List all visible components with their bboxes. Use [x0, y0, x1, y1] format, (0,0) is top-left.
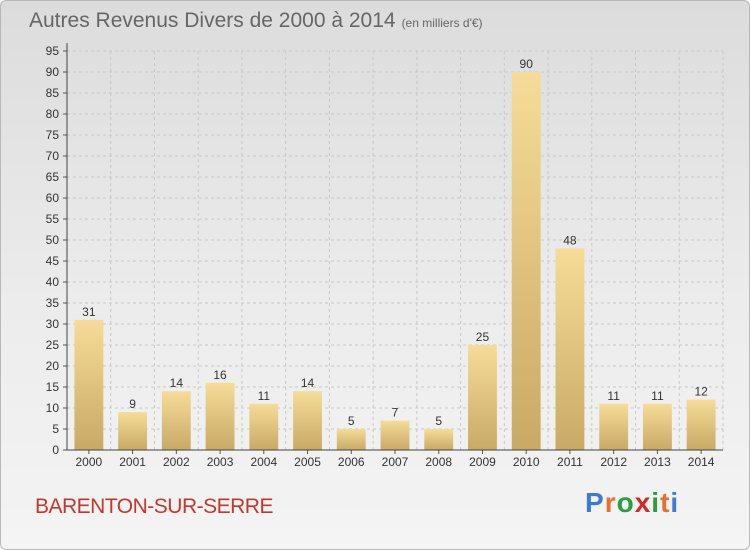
- y-tick-label: 35: [46, 296, 60, 310]
- town-name: BARENTON-SUR-SERRE: [35, 495, 273, 518]
- bar-value-label: 48: [563, 233, 577, 247]
- grid-lines: [67, 50, 724, 451]
- y-tick-label: 80: [46, 107, 60, 121]
- logo-letter: r: [604, 487, 617, 518]
- bar-2007: [380, 420, 410, 450]
- y-tick-label: 55: [46, 212, 60, 226]
- bar-2005: [293, 391, 322, 450]
- y-tick-label: 30: [46, 317, 60, 331]
- bar-value-label: 5: [435, 414, 442, 428]
- chart-unit: (en milliers d'€): [401, 16, 483, 30]
- x-tick-label: 2002: [163, 455, 190, 469]
- bars: 31 9 14 16 11 14 5 7 5 25 90 48 11 11 12: [74, 57, 716, 450]
- logo-letter: x: [634, 487, 652, 518]
- logo-letter: P: [585, 487, 605, 518]
- bar-2009: [468, 345, 497, 450]
- y-tick-label: 75: [46, 128, 60, 142]
- logo-letter: i: [651, 487, 661, 518]
- y-tick-label: 65: [46, 170, 60, 184]
- y-tick-label: 60: [46, 191, 60, 205]
- bar-value-label: 25: [476, 330, 490, 344]
- y-tick-label: 95: [46, 44, 60, 58]
- logo-letter: o: [616, 487, 635, 518]
- y-tick-label: 0: [52, 443, 59, 457]
- bar-value-label: 12: [694, 385, 708, 399]
- x-tick-label: 2007: [382, 455, 409, 469]
- y-tick-label: 25: [46, 338, 60, 352]
- y-tick-label: 90: [46, 65, 60, 79]
- y-tick-label: 70: [46, 149, 60, 163]
- x-tick-label: 2013: [644, 455, 671, 469]
- bar-value-label: 14: [170, 376, 184, 390]
- bar-value-label: 9: [129, 397, 136, 411]
- y-tick-label: 20: [46, 359, 60, 373]
- axes: 0510152025303540455055606570758085909520…: [46, 43, 723, 469]
- x-tick-label: 2003: [207, 455, 234, 469]
- y-tick-label: 15: [46, 380, 60, 394]
- x-tick-label: 2014: [688, 455, 715, 469]
- y-tick-label: 45: [46, 254, 60, 268]
- bar-2013: [642, 403, 672, 450]
- bar-value-label: 11: [258, 389, 271, 403]
- bar-2000: [74, 319, 104, 450]
- logo-letter: t: [660, 487, 671, 518]
- bar-value-label: 7: [392, 406, 399, 420]
- y-tick-label: 50: [46, 233, 60, 247]
- chart-title: Autres Revenus Divers de 2000 à 2014 (en …: [29, 9, 483, 33]
- bar-2011: [555, 248, 585, 450]
- x-tick-label: 2001: [119, 455, 146, 469]
- y-tick-label: 40: [46, 275, 60, 289]
- bar-2004: [249, 403, 279, 450]
- logo-letter: i: [670, 487, 680, 518]
- y-tick-label: 85: [46, 86, 60, 100]
- bar-2014: [686, 399, 716, 450]
- x-tick-label: 2012: [600, 455, 627, 469]
- chart-title-text: Autres Revenus Divers de 2000 à 2014: [29, 9, 396, 32]
- bar-2006: [336, 429, 366, 450]
- bar-value-label: 90: [520, 57, 534, 71]
- bar-2008: [424, 429, 454, 450]
- bar-2012: [599, 403, 629, 450]
- x-tick-label: 2000: [76, 455, 103, 469]
- proxiti-logo: Proxiti: [585, 487, 679, 519]
- bar-value-label: 14: [301, 376, 315, 390]
- bar-2003: [205, 382, 235, 450]
- bar-value-label: 5: [348, 414, 355, 428]
- x-tick-label: 2009: [469, 455, 496, 469]
- x-tick-label: 2004: [250, 455, 277, 469]
- bar-value-label: 16: [213, 368, 227, 382]
- bar-2001: [118, 412, 148, 450]
- bar-value-label: 11: [607, 389, 620, 403]
- x-tick-label: 2010: [513, 455, 540, 469]
- x-tick-label: 2006: [338, 455, 365, 469]
- y-tick-label: 10: [46, 401, 60, 415]
- bar-value-label: 31: [82, 305, 96, 319]
- x-tick-label: 2011: [557, 455, 583, 469]
- bar-2002: [161, 391, 191, 450]
- x-tick-label: 2008: [425, 455, 452, 469]
- y-tick-label: 5: [52, 422, 59, 436]
- bar-value-label: 11: [651, 389, 664, 403]
- bar-2010: [511, 72, 541, 450]
- x-tick-label: 2005: [294, 455, 321, 469]
